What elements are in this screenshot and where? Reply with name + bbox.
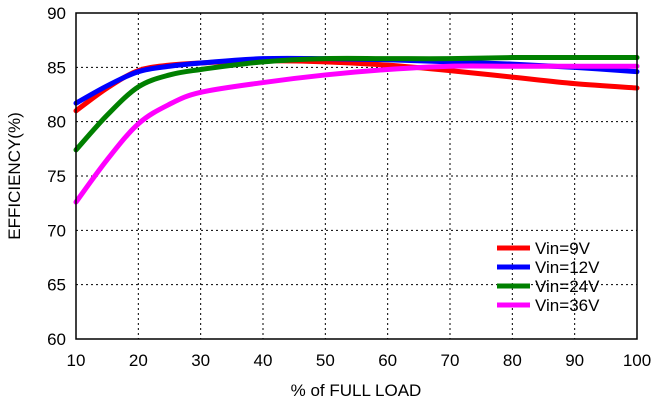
x-axis-title: % of FULL LOAD <box>291 381 422 400</box>
plot-frame <box>75 12 638 340</box>
legend-label: Vin=9V <box>535 239 591 258</box>
y-tick-label: 85 <box>47 58 66 77</box>
x-tick-label: 10 <box>67 351 86 370</box>
x-tick-label: 30 <box>191 351 210 370</box>
y-tick-label: 65 <box>47 276 66 295</box>
series-lines <box>73 54 640 205</box>
legend-label: Vin=12V <box>535 258 600 277</box>
x-tick-label: 60 <box>378 351 397 370</box>
x-tick-label: 50 <box>316 351 335 370</box>
y-tick-label: 90 <box>47 4 66 23</box>
series-line-3 <box>73 54 640 153</box>
series-line-4 <box>73 63 640 205</box>
y-tick-label: 70 <box>47 221 66 240</box>
x-tick-label: 90 <box>565 351 584 370</box>
x-tick-label: 20 <box>129 351 148 370</box>
y-tick-label: 80 <box>47 113 66 132</box>
y-tick-labels: 60 65 70 75 80 85 90 <box>47 4 66 349</box>
x-tick-label: 100 <box>623 351 651 370</box>
y-tick-label: 60 <box>47 330 66 349</box>
y-tick-label: 75 <box>47 167 66 186</box>
legend-label: Vin=36V <box>535 296 600 315</box>
legend-label: Vin=24V <box>535 277 600 296</box>
x-tick-label: 70 <box>441 351 460 370</box>
x-tick-labels: 10 20 30 40 50 60 70 80 90 100 <box>67 351 652 370</box>
y-axis-title: EFFICIENCY(%) <box>5 112 24 240</box>
x-tick-label: 40 <box>254 351 273 370</box>
x-tick-label: 80 <box>503 351 522 370</box>
